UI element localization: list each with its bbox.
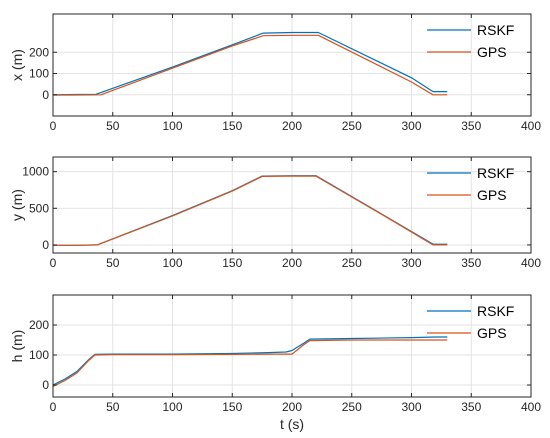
series-line-gps xyxy=(53,34,448,96)
y-axis-label: h (m) xyxy=(9,330,25,363)
x-tick-label: 250 xyxy=(342,400,362,414)
y-tick-label: 200 xyxy=(29,318,49,332)
x-tick-label: 400 xyxy=(521,119,541,133)
y-tick-label: 500 xyxy=(29,201,49,215)
x-tick-label: 100 xyxy=(162,400,182,414)
x-tick-label: 0 xyxy=(50,119,57,133)
x-tick-label: 50 xyxy=(106,400,120,414)
x-tick-label: 250 xyxy=(342,119,362,133)
y-tick-label: 100 xyxy=(29,67,49,81)
y-tick-label: 1000 xyxy=(22,165,49,179)
legend-label-rskf: RSKF xyxy=(477,303,514,319)
x-tick-label: 400 xyxy=(521,256,541,270)
legend-label-gps: GPS xyxy=(477,44,507,60)
panel-3: 0 50 100 150 200 250 300 350 400 0 100 200 h (m) t (s… xyxy=(9,294,541,432)
legend-label-rskf: RSKF xyxy=(477,22,514,38)
x-tick-label: 250 xyxy=(342,256,362,270)
y-tick-label: 200 xyxy=(29,45,49,59)
series-line-gps xyxy=(53,175,448,246)
y-tick-label: 0 xyxy=(42,238,49,252)
y-tick-label: 0 xyxy=(42,378,49,392)
legend-label-gps: GPS xyxy=(477,187,507,203)
x-tick-label: 50 xyxy=(106,119,120,133)
x-axis-label: t (s) xyxy=(280,416,304,432)
x-tick-label: 350 xyxy=(461,400,481,414)
series-group xyxy=(53,175,448,246)
x-tick-label: 0 xyxy=(50,256,57,270)
x-tick-label: 200 xyxy=(282,400,302,414)
series-line-rskf xyxy=(53,336,448,386)
legend-label-rskf: RSKF xyxy=(477,165,514,181)
x-tick-label: 100 xyxy=(162,119,182,133)
x-tick-label: 200 xyxy=(282,119,302,133)
panel-2: 0 50 100 150 200 250 300 350 400 0 500 1000 y (m) RSK… xyxy=(9,156,541,270)
x-tick-label: 400 xyxy=(521,400,541,414)
x-tick-label: 100 xyxy=(162,256,182,270)
panel-1: 0 50 100 150 200 250 300 350 400 0 100 200 x (m) RSKF… xyxy=(9,13,541,133)
legend: RSKF GPS xyxy=(427,22,514,60)
series-group xyxy=(53,31,448,96)
series-line-gps xyxy=(53,339,448,388)
legend: RSKF GPS xyxy=(427,165,514,203)
legend: RSKF GPS xyxy=(427,303,514,341)
x-tick-label: 300 xyxy=(401,256,421,270)
y-axis-label: y (m) xyxy=(9,189,25,221)
x-tick-label: 0 xyxy=(50,400,57,414)
x-tick-label: 50 xyxy=(106,256,120,270)
legend-label-gps: GPS xyxy=(477,325,507,341)
x-tick-label: 150 xyxy=(222,119,242,133)
x-tick-label: 300 xyxy=(401,119,421,133)
series-group xyxy=(53,336,448,388)
x-tick-label: 150 xyxy=(222,400,242,414)
x-tick-label: 150 xyxy=(222,256,242,270)
y-tick-label: 0 xyxy=(42,88,49,102)
x-tick-label: 300 xyxy=(401,400,421,414)
x-tick-label: 350 xyxy=(461,256,481,270)
y-tick-label: 100 xyxy=(29,348,49,362)
x-tick-label: 200 xyxy=(282,256,302,270)
y-axis-label: x (m) xyxy=(9,49,25,81)
x-tick-label: 350 xyxy=(461,119,481,133)
